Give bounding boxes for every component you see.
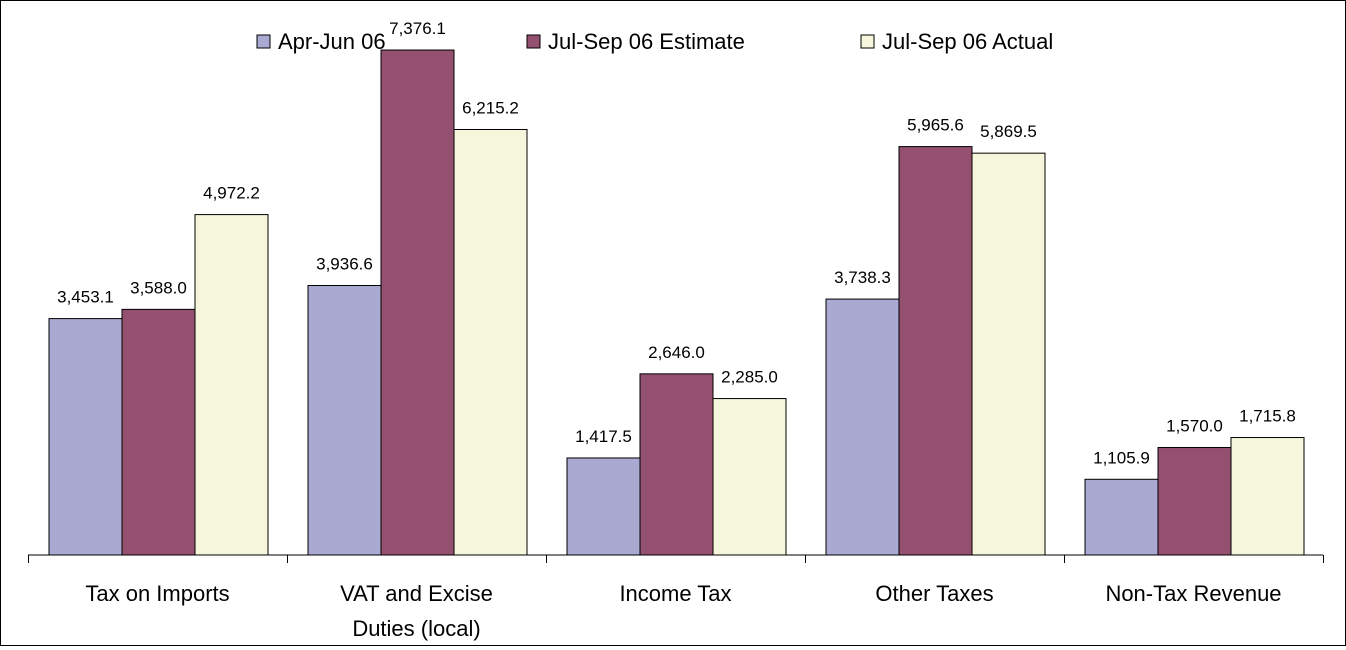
bar [48,318,123,556]
data-label: 3,936.6 [316,254,373,273]
bar [1157,447,1232,556]
bar [971,152,1046,556]
bars [48,49,1305,556]
data-label: 3,453.1 [57,288,114,307]
legend-swatch [526,34,541,49]
legend: Apr-Jun 06 Jul-Sep 06 Estimate Jul-Sep 06 … [256,29,1053,54]
data-label: 2,646.0 [648,343,705,362]
data-label: 1,570.0 [1166,417,1223,436]
data-label: 3,588.0 [130,278,187,297]
legend-swatch [860,34,875,49]
data-label: 3,738.3 [834,268,891,287]
bar [121,308,196,556]
legend-label: Apr-Jun 06 [278,29,386,54]
category-labels: Tax on Imports VAT and Excise Duties (loca… [85,581,1281,641]
legend-item: Jul-Sep 06 Actual [860,29,1053,54]
plot-area: 3,453.1 3,588.0 4,972.2 3,936.6 7,376.1 6,215… [28,19,1324,641]
bar [566,457,641,556]
data-label: 2,285.0 [721,368,778,387]
bar [1230,437,1305,556]
x-axis-ticks [28,555,1324,563]
bar [194,214,269,556]
bar [307,284,382,556]
category-label: Non-Tax Revenue [1105,581,1281,606]
bar [898,146,973,556]
bar [380,49,455,556]
legend-label: Jul-Sep 06 Actual [882,29,1053,54]
bar [712,398,787,556]
legend-label: Jul-Sep 06 Estimate [548,29,745,54]
data-labels: 3,453.1 3,588.0 4,972.2 3,936.6 7,376.1 6,215… [57,19,1296,467]
bar [825,298,900,556]
category-label: Tax on Imports [85,581,229,606]
bar [1084,478,1159,556]
data-label: 5,869.5 [980,122,1037,141]
legend-item: Apr-Jun 06 [256,29,386,54]
legend-swatch [256,34,271,49]
category-label: VAT and Excise [340,581,493,606]
data-label: 1,417.5 [575,427,632,446]
category-label: Income Tax [619,581,731,606]
bar [453,128,528,556]
data-label: 4,972.2 [203,184,260,203]
bar [639,373,714,556]
category-label: Duties (local) [352,616,480,641]
legend-item: Jul-Sep 06 Estimate [526,29,745,54]
data-label: 1,105.9 [1093,448,1150,467]
data-label: 6,215.2 [462,98,519,117]
data-label: 5,965.6 [907,116,964,135]
category-label: Other Taxes [875,581,993,606]
data-label: 7,376.1 [389,19,446,38]
data-label: 1,715.8 [1239,407,1296,426]
